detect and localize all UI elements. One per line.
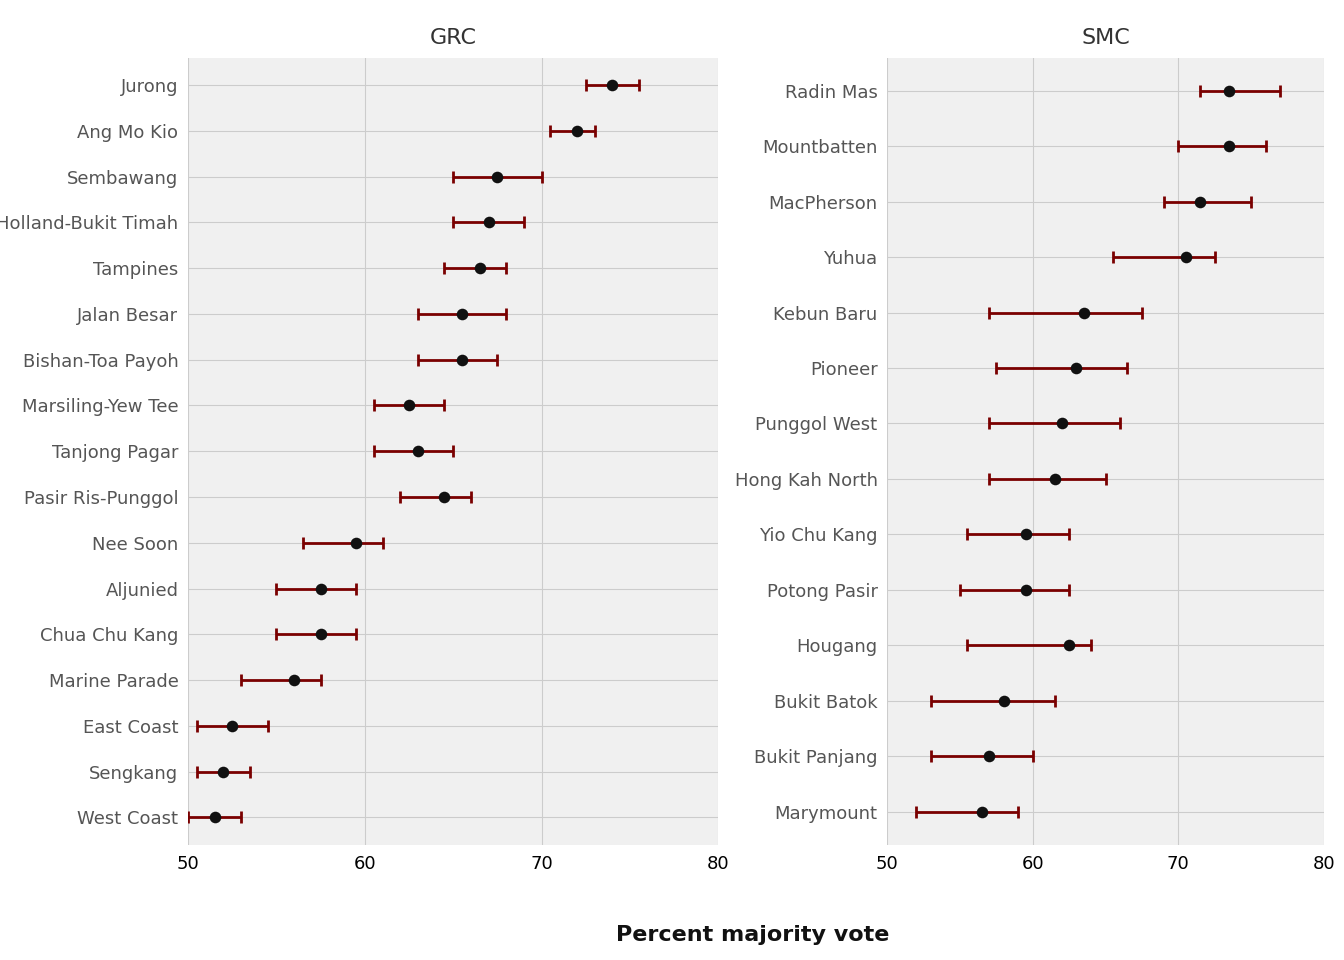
Point [1059,637,1081,653]
Point [1189,194,1211,209]
Point [1066,360,1087,375]
Point [452,306,473,322]
Point [212,764,234,780]
Point [310,627,332,642]
Point [477,215,499,230]
Point [407,444,429,459]
Point [1015,527,1036,542]
Point [1219,84,1241,99]
Point [284,672,305,687]
Point [601,78,622,93]
Point [1044,471,1066,487]
Point [434,490,456,505]
Point [566,123,587,138]
Point [1219,138,1241,154]
Point [993,693,1015,708]
Point [1073,305,1094,321]
Text: Percent majority vote: Percent majority vote [616,924,890,945]
Point [452,352,473,368]
Point [469,260,491,276]
Point [345,535,367,550]
Title: SMC: SMC [1081,28,1130,48]
Point [222,718,243,733]
Point [310,581,332,596]
Point [972,804,993,819]
Point [398,397,419,413]
Point [204,809,226,825]
Point [978,749,1000,764]
Point [1051,416,1073,431]
Point [1175,250,1196,265]
Point [1015,582,1036,597]
Title: GRC: GRC [430,28,477,48]
Point [487,169,508,184]
